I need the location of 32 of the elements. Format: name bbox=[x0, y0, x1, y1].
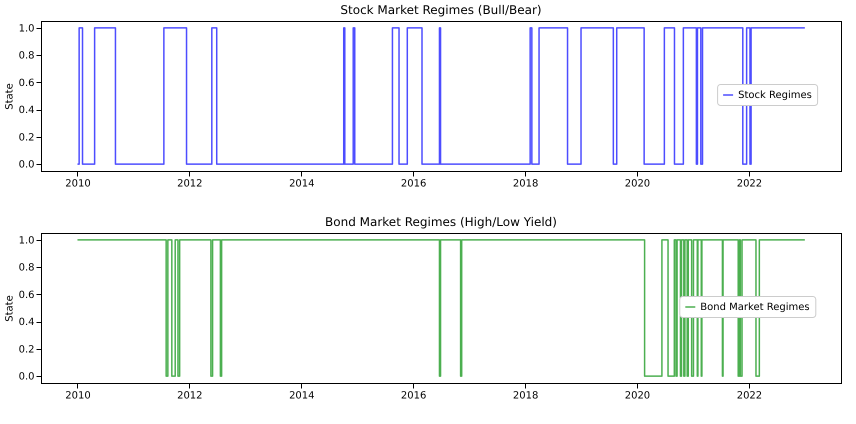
y-axis-title: State bbox=[4, 295, 16, 322]
legend-label: Bond Market Regimes bbox=[700, 302, 810, 313]
y-tick-label: 0.2 bbox=[18, 344, 34, 356]
x-tick-label: 2022 bbox=[736, 178, 762, 190]
x-tick-label: 2012 bbox=[177, 390, 203, 402]
x-tick-label: 2022 bbox=[736, 390, 762, 402]
y-axis-title: State bbox=[4, 83, 16, 110]
y-tick-label: 0.4 bbox=[18, 105, 34, 116]
x-tick-label: 2012 bbox=[177, 178, 203, 190]
x-tick-label: 2010 bbox=[65, 390, 91, 402]
x-tick-label: 2014 bbox=[289, 390, 315, 402]
y-tick-label: 1.0 bbox=[18, 23, 34, 34]
y-tick-label: 0.6 bbox=[18, 78, 34, 89]
x-tick-label: 2016 bbox=[400, 178, 426, 190]
legend-label: Stock Regimes bbox=[738, 90, 812, 101]
chart-title: Bond Market Regimes (High/Low Yield) bbox=[325, 215, 557, 229]
y-tick-label: 0.4 bbox=[18, 317, 34, 328]
y-tick-label: 0.0 bbox=[18, 372, 34, 383]
x-tick-label: 2018 bbox=[512, 178, 538, 190]
y-tick-label: 0.0 bbox=[18, 160, 34, 171]
x-tick-label: 2020 bbox=[624, 178, 650, 190]
y-tick-label: 1.0 bbox=[18, 235, 34, 246]
y-tick-label: 0.2 bbox=[18, 132, 34, 144]
y-tick-label: 0.8 bbox=[18, 262, 34, 274]
x-tick-label: 2020 bbox=[624, 390, 650, 402]
y-tick-label: 0.6 bbox=[18, 290, 34, 301]
x-tick-label: 2016 bbox=[400, 390, 426, 402]
chart-title: Stock Market Regimes (Bull/Bear) bbox=[340, 3, 542, 17]
x-tick-label: 2010 bbox=[65, 178, 91, 190]
x-tick-label: 2014 bbox=[289, 178, 315, 190]
y-tick-label: 0.8 bbox=[18, 50, 34, 62]
x-tick-label: 2018 bbox=[512, 390, 538, 402]
